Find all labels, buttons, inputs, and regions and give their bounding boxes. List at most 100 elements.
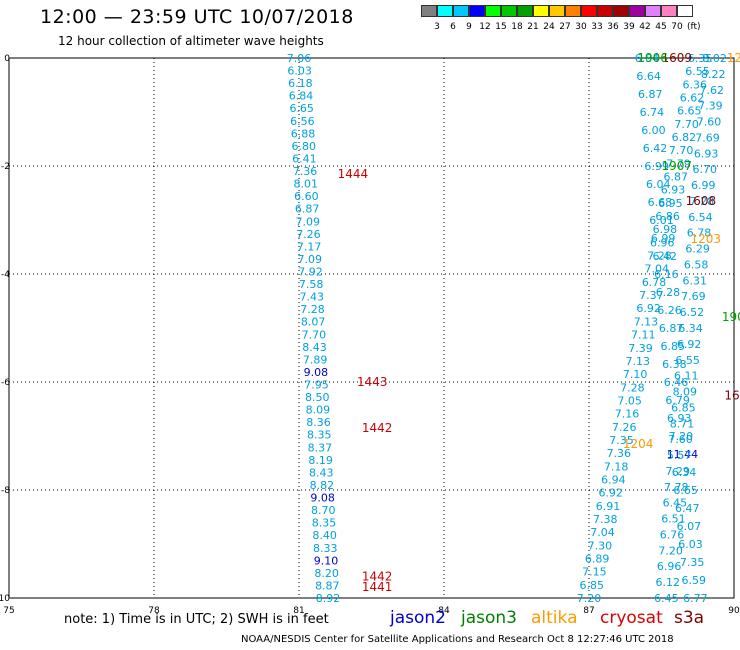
wave-height-point: 7.39 <box>698 100 723 113</box>
wave-height-point: 8.22 <box>701 68 726 81</box>
wave-height-point: 6.87 <box>295 203 320 216</box>
legend-swatch <box>469 5 485 17</box>
pass-time-label: 190 <box>722 310 740 324</box>
wave-height-point: 7.28 <box>300 303 325 316</box>
wave-height-point: 6.54 <box>688 211 713 224</box>
wave-height-point: 7.38 <box>593 513 618 526</box>
legend-label: 6 <box>450 22 456 32</box>
wave-height-point: 6.98 <box>653 223 678 236</box>
credit-line: NOAA/NESDIS Center for Satellite Applica… <box>241 634 674 645</box>
wave-height-point: 6.45 <box>663 497 688 510</box>
y-tick-label: -2 <box>1 162 10 172</box>
x-tick-label: 75 <box>3 606 14 616</box>
legend-label: 24 <box>543 22 555 32</box>
wave-height-point: 7.05 <box>617 394 642 407</box>
legend-label: 12 <box>479 22 491 32</box>
wave-height-point: 6.87 <box>638 88 663 101</box>
wave-height-point: 6.77 <box>683 592 708 605</box>
wave-height-point: 7.28 <box>620 381 645 394</box>
wave-height-point: 7.04 <box>590 526 615 539</box>
wave-height-point: 7.26 <box>612 421 637 434</box>
wave-height-point: 6.74 <box>640 106 665 119</box>
satellite-label-altika: altika <box>531 608 578 628</box>
wave-height-point: 6.26 <box>657 304 682 317</box>
satellite-label-jason2: jason2 <box>390 608 446 628</box>
page-subtitle: 12 hour collection of altimeter wave hei… <box>58 34 324 48</box>
wave-height-point: 6.38 <box>662 358 687 371</box>
wave-height-point: 8.37 <box>308 441 333 454</box>
wave-height-point: 6.46 <box>664 376 689 389</box>
wave-height-point: 6.65 <box>673 484 698 497</box>
wave-height-point: 8.09 <box>673 386 698 399</box>
wave-height-point: 6.42 <box>643 142 668 155</box>
wave-height-point: 6.29 <box>685 243 710 256</box>
satellite-label-jason3: jason3 <box>461 608 517 628</box>
wave-height-point: 7.70 <box>302 328 327 341</box>
legend-swatch <box>501 5 517 17</box>
legend-label: 21 <box>527 22 539 32</box>
wave-height-point: 8.92 <box>316 592 341 605</box>
wave-height-point: 6.65 <box>677 105 702 118</box>
wave-height-point: 6.11 <box>674 370 699 383</box>
legend-swatch <box>661 5 677 17</box>
wave-height-point: 6.84 <box>289 90 314 103</box>
wave-height-point: 7.35 <box>680 556 705 569</box>
wave-height-point: 6.78 <box>687 227 712 240</box>
wave-height-point: 8.71 <box>670 417 695 430</box>
wave-height-point: 7.11 <box>631 329 656 342</box>
wave-height-point: 7.15 <box>582 566 607 579</box>
legend-label: 27 <box>559 22 571 32</box>
wave-height-point: 7.04 <box>645 263 670 276</box>
wave-height-point: 6.84 <box>635 52 660 65</box>
wave-height-point: 6.78 <box>642 276 667 289</box>
wave-height-point: 7.70 <box>674 118 699 131</box>
wave-height-point: 6.85 <box>661 340 686 353</box>
wave-height-point: 6.92 <box>636 302 661 315</box>
legend-label: 42 <box>639 22 651 32</box>
wave-height-point: 6.56 <box>290 115 315 128</box>
wave-height-point: 9.10 <box>314 554 339 567</box>
wave-height-point: 8.33 <box>313 542 338 555</box>
wave-height-point: 6.76 <box>660 528 685 541</box>
legend-swatch <box>533 5 549 17</box>
legend-label: 33 <box>591 22 603 32</box>
wave-height-point: 6.86 <box>655 210 680 223</box>
wave-height-point: 7.16 <box>615 408 640 421</box>
pass-time-label: 1443 <box>357 375 388 389</box>
wave-height-point: 6.18 <box>288 77 313 90</box>
wave-height-point: 8.01 <box>293 178 318 191</box>
legend-swatch <box>485 5 501 17</box>
wave-height-point: 6.85 <box>671 401 696 414</box>
wave-height-point: 6.80 <box>291 140 316 153</box>
wave-height-point: 7.43 <box>300 291 325 304</box>
wave-height-point: 7.78 <box>664 481 689 494</box>
wave-height-point: 7.60 <box>668 433 693 446</box>
legend-label: 15 <box>495 22 507 32</box>
wave-height-point: 7.29 <box>665 465 690 478</box>
legend-swatch <box>581 5 597 17</box>
wave-height-point: 6.45 <box>654 592 679 605</box>
wave-height-point: 7.10 <box>623 368 648 381</box>
legend-label: 3 <box>434 22 440 32</box>
wave-height-point: 8.35 <box>307 429 332 442</box>
wave-height-point: 6.55 <box>685 65 710 78</box>
wave-height-point: 6.47 <box>675 502 700 515</box>
wave-height-point: 6.99 <box>691 179 716 192</box>
legend-label: 39 <box>623 22 635 32</box>
wave-height-point: 7.20 <box>658 544 683 557</box>
pass-time-label: 1442 <box>362 421 393 435</box>
wave-height-point: 6.34 <box>678 322 703 335</box>
wave-height-point: 6.85 <box>579 579 604 592</box>
x-tick-label: 90 <box>728 606 740 616</box>
wave-height-point: 6.65 <box>289 102 314 115</box>
wave-height-point: 8.07 <box>301 316 326 329</box>
wave-height-point: 7.79 <box>666 157 691 170</box>
wave-height-point: 7.09 <box>296 215 321 228</box>
pass-time-label: 12 <box>727 51 740 65</box>
wave-height-point: 6.03 <box>678 538 703 551</box>
wave-height-point: 11.44 <box>667 448 699 461</box>
pass-time-label: 1609 <box>662 51 693 65</box>
wave-height-point: 7.39 <box>628 342 653 355</box>
wave-height-point: 6.93 <box>661 184 686 197</box>
wave-height-point: 6.51 <box>661 513 686 526</box>
